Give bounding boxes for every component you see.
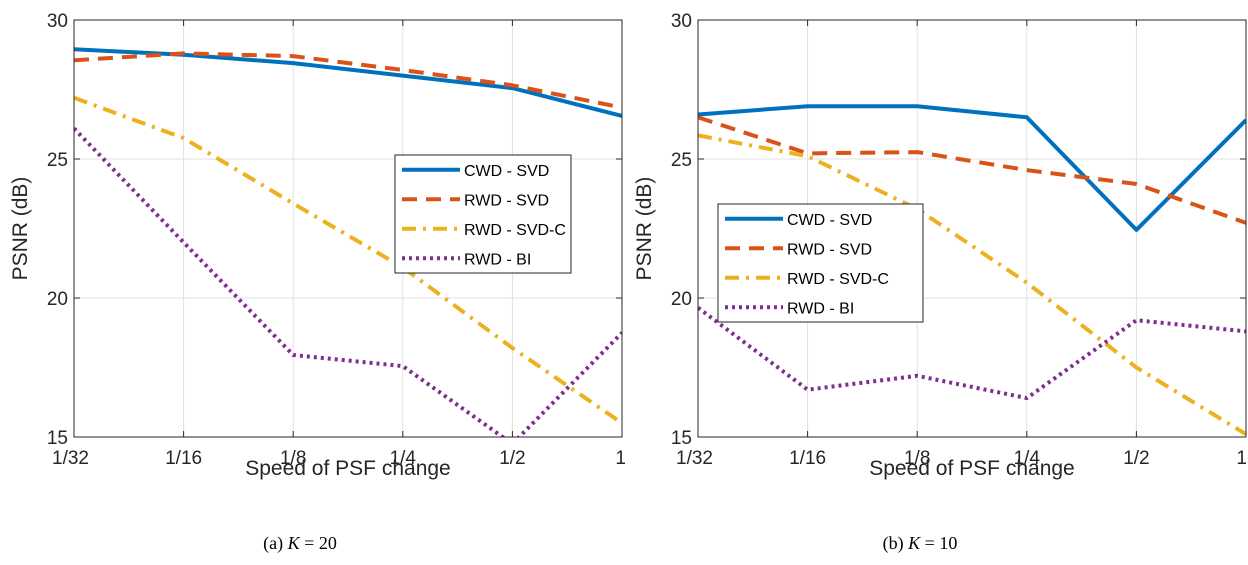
legend: CWD - SVD RWD - SVD RWD - SVD-C RWD - BI: [394, 154, 572, 274]
x-tick-label: 1/2: [1123, 448, 1149, 469]
legend-label-3: RWD - SVD-C: [787, 271, 889, 288]
chart-panel-a: 1/32 1/16 1/8 1/4 1/2 1 15 20 25 30 Speed of PSF c…: [9, 11, 626, 554]
series-line-2: [74, 51, 622, 110]
y-tick-label: 15: [671, 428, 692, 449]
series-group: [74, 47, 622, 437]
series-group: [698, 104, 1246, 436]
panel-caption: (b) K = 10: [883, 533, 958, 554]
legend-label-4: RWD - BI: [464, 251, 531, 268]
series-line-4: [698, 306, 1246, 401]
y-tick-label: 30: [671, 11, 692, 32]
caption-value: = 10: [920, 533, 957, 553]
y-tick-label: 20: [671, 289, 692, 310]
panel-caption: (a) K = 20: [263, 533, 337, 554]
x-tick-label: 1: [615, 448, 626, 469]
x-axis-label: Speed of PSF change: [245, 457, 450, 480]
legend-label-2: RWD - SVD: [787, 241, 872, 258]
axes-box: [73, 19, 623, 438]
x-tick-label: 1/16: [165, 448, 202, 469]
series-line-2: [698, 115, 1246, 225]
x-tick-label: 1/16: [789, 448, 826, 469]
y-tick-label: 25: [671, 150, 692, 171]
x-tick-label: 1/4: [390, 448, 417, 469]
y-tick-label: 20: [47, 289, 68, 310]
x-tick-label: 1: [1236, 448, 1247, 469]
y-tick-label: 25: [47, 150, 68, 171]
series-line-3: [74, 95, 622, 425]
x-tick-label: 1/8: [904, 448, 930, 469]
chart-panel-b: 1/32 1/16 1/8 1/4 1/2 1 15 20 25 30 Speed of PSF c…: [633, 11, 1247, 554]
series-line-1: [698, 104, 1246, 232]
x-tick-label: 1/2: [499, 448, 525, 469]
caption-variable: K: [287, 533, 301, 553]
x-tick-label: 1/8: [280, 448, 306, 469]
y-axis-label: PSNR (dB): [633, 177, 656, 281]
x-tick-label: 1/32: [676, 448, 713, 469]
axes-box: [697, 19, 1247, 438]
x-tick-label: 1/32: [52, 448, 89, 469]
legend-label-4: RWD - BI: [787, 300, 854, 317]
legend-label-2: RWD - SVD: [464, 192, 549, 209]
legend-label-3: RWD - SVD-C: [464, 222, 566, 239]
y-axis-label: PSNR (dB): [9, 177, 32, 281]
legend: CWD - SVD RWD - SVD RWD - SVD-C RWD - BI: [717, 203, 924, 323]
caption-value: = 20: [300, 533, 337, 553]
caption-prefix: (a): [263, 533, 287, 554]
y-tick-label: 15: [47, 428, 68, 449]
legend-label-1: CWD - SVD: [464, 163, 549, 180]
x-axis-label: Speed of PSF change: [869, 457, 1074, 480]
legend-box: [717, 203, 924, 323]
caption-prefix: (b): [883, 533, 909, 554]
x-tick-label: 1/4: [1014, 448, 1041, 469]
y-tick-label: 30: [47, 11, 68, 32]
legend-label-1: CWD - SVD: [787, 212, 872, 229]
caption-variable: K: [907, 533, 921, 553]
series-line-1: [74, 47, 622, 118]
legend-box: [394, 154, 572, 274]
